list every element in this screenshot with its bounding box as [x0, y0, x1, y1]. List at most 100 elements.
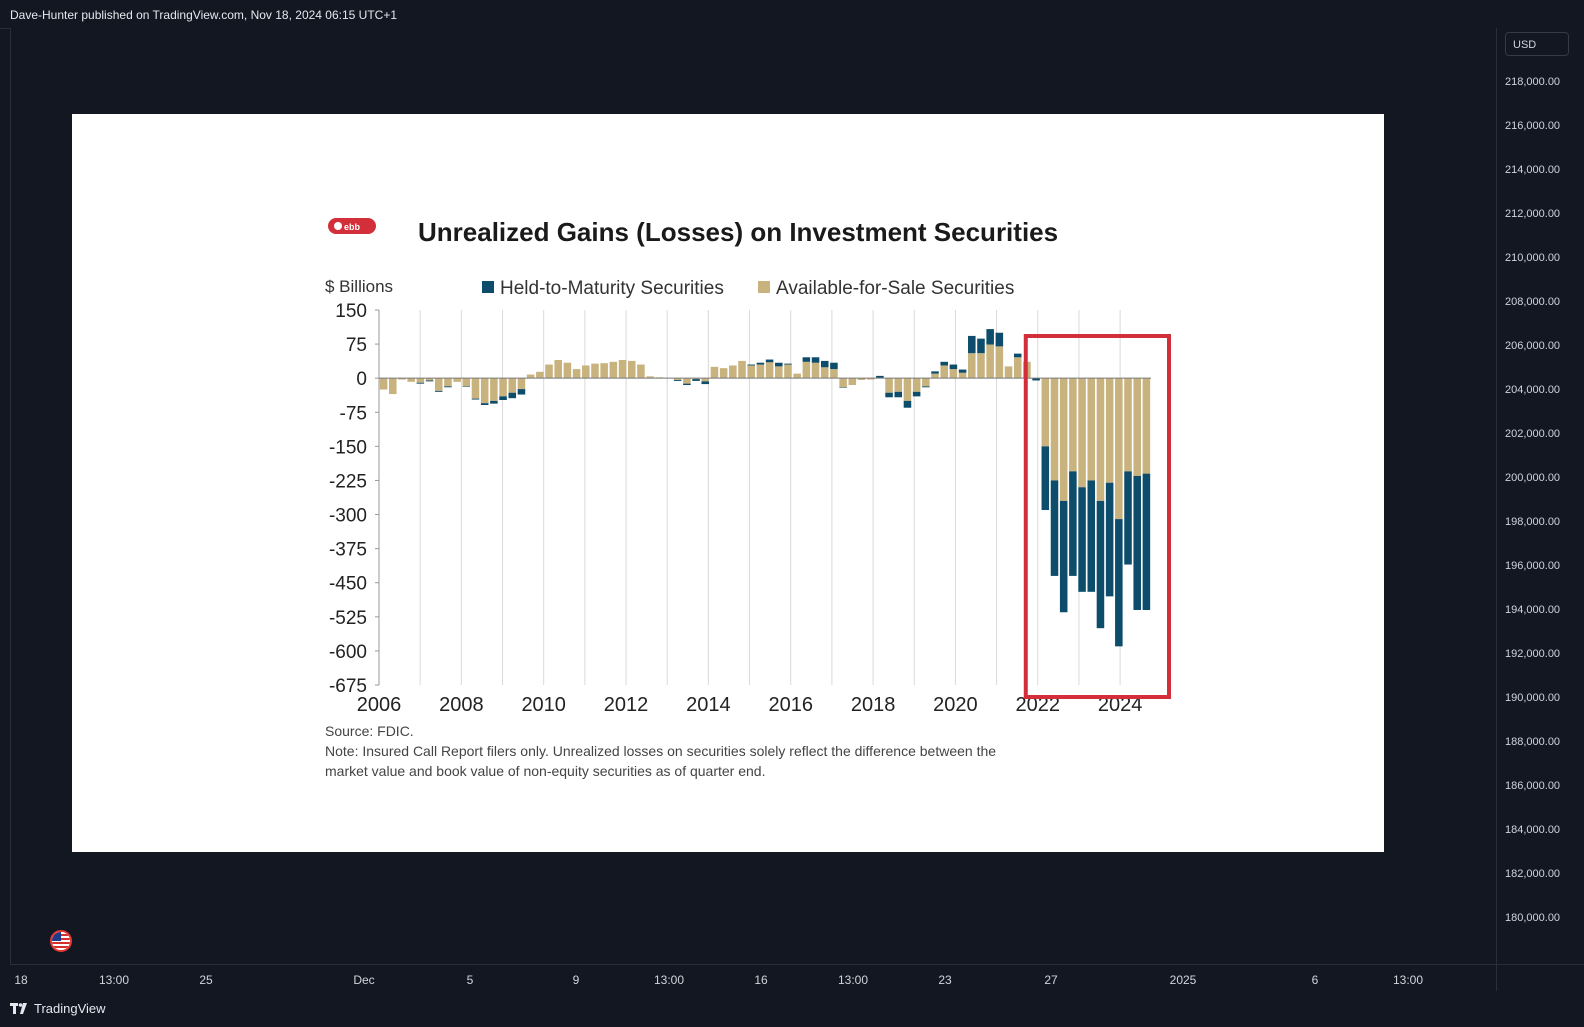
bar-htm — [692, 379, 700, 381]
bar-afs — [977, 353, 985, 379]
bar-afs — [931, 373, 939, 379]
legend-label-afs: Available-for-Sale Securities — [776, 278, 1014, 299]
bar-afs — [1004, 366, 1013, 379]
badge-text: ebb — [344, 222, 361, 232]
bar-afs — [398, 378, 406, 380]
y-tick-label: -375 — [329, 540, 367, 561]
bar-htm — [986, 329, 994, 345]
bar-htm — [471, 398, 480, 400]
bar-htm — [673, 380, 682, 381]
bar-afs — [811, 362, 820, 379]
x-tick-label: 2014 — [686, 694, 731, 716]
y-tick-label: -675 — [329, 676, 367, 697]
time-label: 9 — [572, 973, 580, 987]
bar-htm — [462, 386, 471, 387]
bar-htm — [747, 364, 755, 366]
bar-afs — [572, 369, 581, 379]
bar-afs — [1142, 378, 1151, 474]
bar-afs — [480, 378, 489, 404]
y-tick-label: 0 — [356, 369, 367, 390]
time-label: 5 — [466, 973, 474, 987]
y-tick-label: -525 — [329, 608, 367, 629]
price-label: 200,000.00 — [1505, 472, 1561, 484]
footnote-line-1: Note: Insured Call Report filers only. U… — [325, 743, 996, 759]
bar-afs — [1041, 378, 1050, 447]
bar-afs — [885, 378, 893, 393]
time-label: Dec — [353, 973, 375, 987]
y-tick-label: -225 — [329, 471, 367, 492]
tradingview-logo[interactable]: TradingView — [10, 1001, 106, 1016]
bar-htm — [490, 400, 498, 404]
time-label: 6 — [1311, 973, 1319, 987]
bar-afs — [646, 376, 654, 379]
bar-afs — [1133, 378, 1141, 476]
y-tick-label: -300 — [329, 506, 367, 527]
bar-afs — [554, 360, 562, 379]
bar-afs — [1096, 378, 1105, 501]
bar-afs — [600, 363, 608, 379]
price-label: 214,000.00 — [1505, 164, 1561, 176]
us-flag-icon[interactable] — [50, 930, 72, 952]
y-tick-label: -150 — [329, 437, 367, 458]
x-tick-label: 2016 — [768, 694, 813, 716]
x-tick-label: 2024 — [1098, 694, 1143, 716]
price-label: 198,000.00 — [1505, 516, 1561, 528]
bar-htm — [517, 389, 526, 395]
bar-afs — [462, 378, 471, 387]
price-label: 206,000.00 — [1505, 340, 1561, 352]
bar-afs — [379, 378, 388, 390]
bar-htm — [1105, 482, 1114, 597]
bar-htm — [416, 382, 425, 384]
bar-afs — [968, 353, 976, 379]
legend-swatch-afs — [758, 281, 770, 293]
bar-afs — [940, 365, 948, 379]
price-label: 210,000.00 — [1505, 252, 1561, 264]
bar-htm — [922, 386, 930, 388]
time-label: 13:00 — [98, 973, 130, 987]
bar-htm — [977, 338, 985, 354]
footnote-line-2: market value and book value of non-equit… — [325, 763, 765, 779]
y-tick-label: -600 — [329, 642, 367, 663]
time-axis[interactable]: 18 13:00 25 Dec 5 9 13:00 16 13:00 23 27 2025 6 13:00 — [10, 964, 1584, 991]
currency-button[interactable]: USD — [1505, 32, 1569, 56]
bar-htm — [968, 335, 976, 354]
bar-afs — [416, 378, 425, 383]
price-label: 190,000.00 — [1505, 692, 1561, 704]
time-label: 13:00 — [653, 973, 685, 987]
bar-afs — [995, 346, 1004, 379]
bar-afs — [517, 378, 526, 390]
bar-afs — [719, 368, 728, 379]
bar-htm — [499, 396, 507, 400]
bar-afs — [591, 363, 599, 379]
logo-badge: ebb — [328, 218, 376, 234]
bar-htm — [995, 332, 1004, 347]
bar-afs — [747, 365, 755, 379]
y-tick-label: 75 — [346, 335, 367, 356]
bar-afs — [857, 378, 866, 380]
bar-afs — [536, 371, 544, 379]
bar-htm — [1087, 480, 1096, 592]
price-label: 188,000.00 — [1505, 736, 1561, 748]
bar-afs — [1013, 357, 1022, 379]
bar-afs — [1059, 378, 1068, 501]
bar-htm — [894, 391, 903, 398]
bar-htm — [1078, 487, 1086, 592]
bar-afs — [490, 378, 498, 401]
bar-afs — [729, 365, 737, 379]
bar-afs — [848, 378, 857, 385]
bar-afs — [830, 369, 838, 379]
chart-title: Unrealized Gains (Losses) on Investment … — [418, 217, 1058, 247]
x-tick-label: 2018 — [851, 694, 896, 716]
bar-afs — [701, 378, 710, 382]
time-label: 27 — [1044, 973, 1058, 987]
price-axis[interactable]: USD 218,000.00 216,000.00 214,000.00 212,00… — [1496, 28, 1584, 964]
bar-afs — [673, 378, 682, 380]
bar-afs — [912, 378, 921, 392]
embedded-chart-svg: ebb Unrealized Gains (Losses) on Investm… — [325, 217, 1171, 779]
time-label: 2025 — [1169, 973, 1197, 987]
bar-htm — [876, 375, 884, 378]
y-tick-label: 150 — [335, 301, 367, 322]
legend: Held-to-Maturity Securities Available-fo… — [482, 278, 1014, 299]
bar-htm — [940, 361, 948, 366]
bar-htm — [1115, 519, 1123, 647]
